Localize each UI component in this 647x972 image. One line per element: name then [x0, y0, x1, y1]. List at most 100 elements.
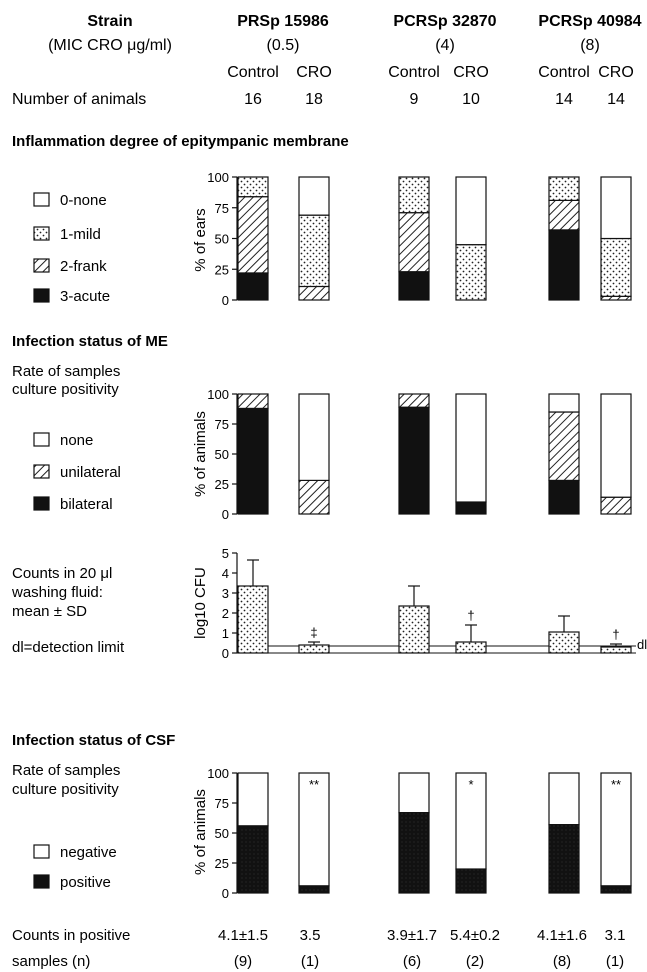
- csf-count-value: 4.1±1.5: [218, 927, 268, 944]
- detection-limit-note: dl=detection limit: [12, 639, 125, 656]
- significance-marker: ‡: [310, 625, 317, 640]
- panel-4-subtitle-line2: culture positivity: [12, 781, 119, 798]
- legend-swatch-me-bilateral: [34, 497, 49, 510]
- bar-segment-positive: [601, 886, 631, 893]
- csf-count-n: (1): [606, 953, 624, 970]
- bars-csf: ** * **: [238, 773, 631, 893]
- strain-name-3: PCRSp 40984: [538, 13, 641, 30]
- animals-label: Number of animals: [12, 91, 146, 108]
- csf-counts-label-line2: samples (n): [12, 953, 90, 970]
- y-tick-label: 100: [207, 766, 229, 781]
- bar-segment-bilateral: [238, 408, 268, 514]
- bar-segment-1-mild: [399, 177, 429, 213]
- panel-3-label-line1: Counts in 20 μl: [12, 565, 112, 582]
- y-axis-me: 0 25 50 75 100: [207, 387, 237, 522]
- n-control-1: 16: [244, 91, 262, 108]
- legend-label-none: 0-none: [60, 192, 107, 209]
- bar-segment-none: [456, 394, 486, 502]
- bar-segment-positive: [299, 886, 329, 893]
- bar-segment-bilateral: [399, 407, 429, 514]
- bar-segment-1-mild: [238, 177, 268, 197]
- bar-segment-3-acute: [238, 273, 268, 300]
- bar-segment-1-mild: [549, 177, 579, 200]
- header: Strain (MIC CRO μg/ml) Number of animals…: [12, 13, 642, 108]
- y-axis-inflammation: 0 25 50 75 100: [207, 170, 237, 308]
- panel-2-title: Infection status of ME: [12, 333, 168, 350]
- strain-name-2: PCRSp 32870: [393, 13, 496, 30]
- control-label-1: Control: [227, 64, 279, 81]
- panel-2-ylabel: % of animals: [192, 411, 209, 497]
- y-tick-label: 2: [222, 606, 229, 621]
- legend-label-frank: 2-frank: [60, 258, 107, 275]
- panel-2-subtitle-line2: culture positivity: [12, 381, 119, 398]
- n-control-2: 9: [410, 91, 419, 108]
- y-tick-label: 50: [215, 232, 229, 247]
- cfu-bar: [238, 586, 268, 653]
- y-tick-label: 0: [222, 507, 229, 522]
- bar-segment-negative: [549, 773, 579, 825]
- bar-segment-positive: [238, 826, 268, 893]
- y-tick-label: 75: [215, 201, 229, 216]
- legend-label-positive: positive: [60, 874, 111, 891]
- significance-marker: †: [612, 627, 619, 642]
- panel-cfu: Counts in 20 μl washing fluid: mean ± SD…: [11, 546, 647, 661]
- control-label-2: Control: [388, 64, 440, 81]
- y-tick-label: 0: [222, 293, 229, 308]
- y-tick-label: 3: [222, 586, 229, 601]
- cfu-bar: [601, 647, 631, 653]
- bar-segment-1-mild: [299, 215, 329, 286]
- y-axis-cfu: 0 1 2 3 4 5: [222, 546, 237, 661]
- legend-label-negative: negative: [60, 844, 117, 861]
- legend-label-mild: 1-mild: [60, 226, 101, 243]
- panel-1-ylabel: % of ears: [192, 208, 209, 271]
- y-tick-label: 75: [215, 796, 229, 811]
- csf-count-n: (8): [553, 953, 571, 970]
- legend-swatch-me-none: [34, 433, 49, 446]
- legend-label-me-unilateral: unilateral: [60, 464, 121, 481]
- panel-3-ylabel: log10 CFU: [192, 567, 209, 639]
- y-tick-label: 0: [222, 646, 229, 661]
- legend-me: none unilateral bilateral: [34, 432, 121, 513]
- cro-label-3: CRO: [598, 64, 634, 81]
- strain-mic-2: (4): [435, 37, 455, 54]
- y-tick-label: 5: [222, 546, 229, 561]
- cfu-bar: [299, 645, 329, 653]
- legend-inflammation: 0-none 1-mild 2-frank 3-acute: [34, 192, 110, 305]
- bar-segment-positive: [549, 825, 579, 893]
- n-control-3: 14: [555, 91, 573, 108]
- bar-segment-unilateral: [601, 497, 631, 514]
- bar-segment-1-mild: [601, 239, 631, 297]
- panel-inflammation: Inflammation degree of epitympanic membr…: [12, 133, 631, 308]
- n-cro-3: 14: [607, 91, 625, 108]
- bar-segment-2-frank: [549, 200, 579, 230]
- legend-swatch-me-unilateral: [34, 465, 49, 478]
- strain-mic-3: (8): [580, 37, 600, 54]
- legend-label-me-none: none: [60, 432, 93, 449]
- csf-count-value: 4.1±1.6: [537, 927, 587, 944]
- bars-inflammation: [238, 177, 631, 300]
- detection-limit-label: dl: [637, 637, 647, 652]
- bar-segment-unilateral: [238, 394, 268, 408]
- csf-counts-values: 4.1±1.5 (9) 3.5 (1) 3.9±1.7 (6) 5.4±0.2 (2) 4.1±…: [218, 927, 625, 970]
- panel-2-subtitle-line1: Rate of samples: [12, 363, 120, 380]
- y-tick-label: 50: [215, 447, 229, 462]
- csf-count-value: 3.5: [300, 927, 321, 944]
- cfu-bar: [549, 632, 579, 653]
- n-cro-2: 10: [462, 91, 480, 108]
- y-tick-label: 100: [207, 387, 229, 402]
- control-label-3: Control: [538, 64, 590, 81]
- panel-1-title: Inflammation degree of epitympanic membr…: [12, 133, 349, 150]
- y-tick-label: 0: [222, 886, 229, 901]
- strain-mic-1: (0.5): [267, 37, 300, 54]
- bar-segment-0-none: [601, 177, 631, 239]
- legend-label-me-bilateral: bilateral: [60, 496, 113, 513]
- legend-swatch-negative: [34, 845, 49, 858]
- panel-csf: Infection status of CSF Rate of samples …: [12, 732, 631, 901]
- legend-csf: negative positive: [34, 844, 117, 891]
- bar-segment-positive: [399, 813, 429, 893]
- bar-segment-positive: [456, 869, 486, 893]
- panel-4-ylabel: % of animals: [192, 789, 209, 875]
- strain-label: Strain: [87, 13, 132, 30]
- bar-segment-unilateral: [549, 412, 579, 480]
